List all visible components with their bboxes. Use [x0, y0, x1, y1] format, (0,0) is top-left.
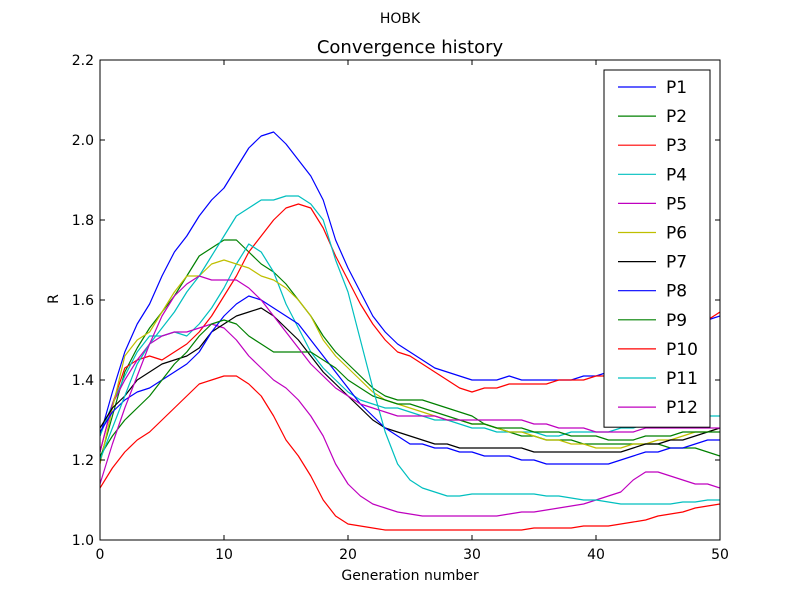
- series-line-p10: [100, 375, 720, 531]
- legend-label-p4: P4: [666, 165, 687, 185]
- series-line-p4: [100, 243, 720, 437]
- series-line-p7: [100, 307, 720, 453]
- legend-label-p7: P7: [666, 253, 687, 273]
- legend-label-p1: P1: [666, 78, 687, 98]
- plot-area: 0 10 20 30 40 50 1.0 1.2 1.4 1.6 1.8 2.0 2.2: [72, 53, 729, 563]
- chart-title: Convergence history: [317, 37, 504, 58]
- y-tick-label: 1.4: [72, 373, 94, 389]
- x-tick-label: 40: [587, 547, 605, 563]
- legend-label-p10: P10: [666, 340, 698, 360]
- y-tick-label: 1.8: [72, 213, 94, 229]
- legend-label-p6: P6: [666, 224, 687, 244]
- y-tick-label: 1.0: [72, 533, 94, 549]
- x-tick-label: 30: [463, 547, 481, 563]
- legend-box: [603, 69, 711, 428]
- series-line-p5: [100, 323, 720, 517]
- x-axis-label: Generation number: [341, 568, 478, 584]
- legend-label-p3: P3: [666, 136, 687, 156]
- series-line-p2: [100, 239, 720, 461]
- figure-suptitle: HOBK: [380, 11, 421, 27]
- legend: P1 P2 P3 P4 P5 P6 P7 P8 P9 P10 P11 P12: [603, 69, 711, 428]
- series-line-p6: [100, 259, 720, 465]
- x-tick-label: 0: [96, 547, 105, 563]
- x-tick-label: 50: [711, 547, 729, 563]
- series-lines: [100, 131, 720, 531]
- series-line-p8: [100, 295, 720, 465]
- legend-label-p8: P8: [666, 282, 687, 302]
- series-line-p12: [100, 275, 720, 485]
- y-tick-label: 1.6: [72, 293, 94, 309]
- legend-label-p9: P9: [666, 311, 687, 331]
- legend-label-p5: P5: [666, 194, 687, 214]
- legend-label-p12: P12: [666, 398, 698, 418]
- series-line-p9: [100, 319, 720, 457]
- legend-label-p11: P11: [666, 369, 698, 389]
- x-tick-label: 10: [215, 547, 233, 563]
- series-line-p11: [100, 195, 720, 505]
- y-axis-label: R: [46, 294, 62, 304]
- y-tick-label: 2.2: [72, 53, 94, 69]
- y-tick-label: 1.2: [72, 453, 94, 469]
- legend-label-p2: P2: [666, 107, 687, 127]
- y-tick-label: 2.0: [72, 133, 94, 149]
- x-tick-label: 20: [339, 547, 357, 563]
